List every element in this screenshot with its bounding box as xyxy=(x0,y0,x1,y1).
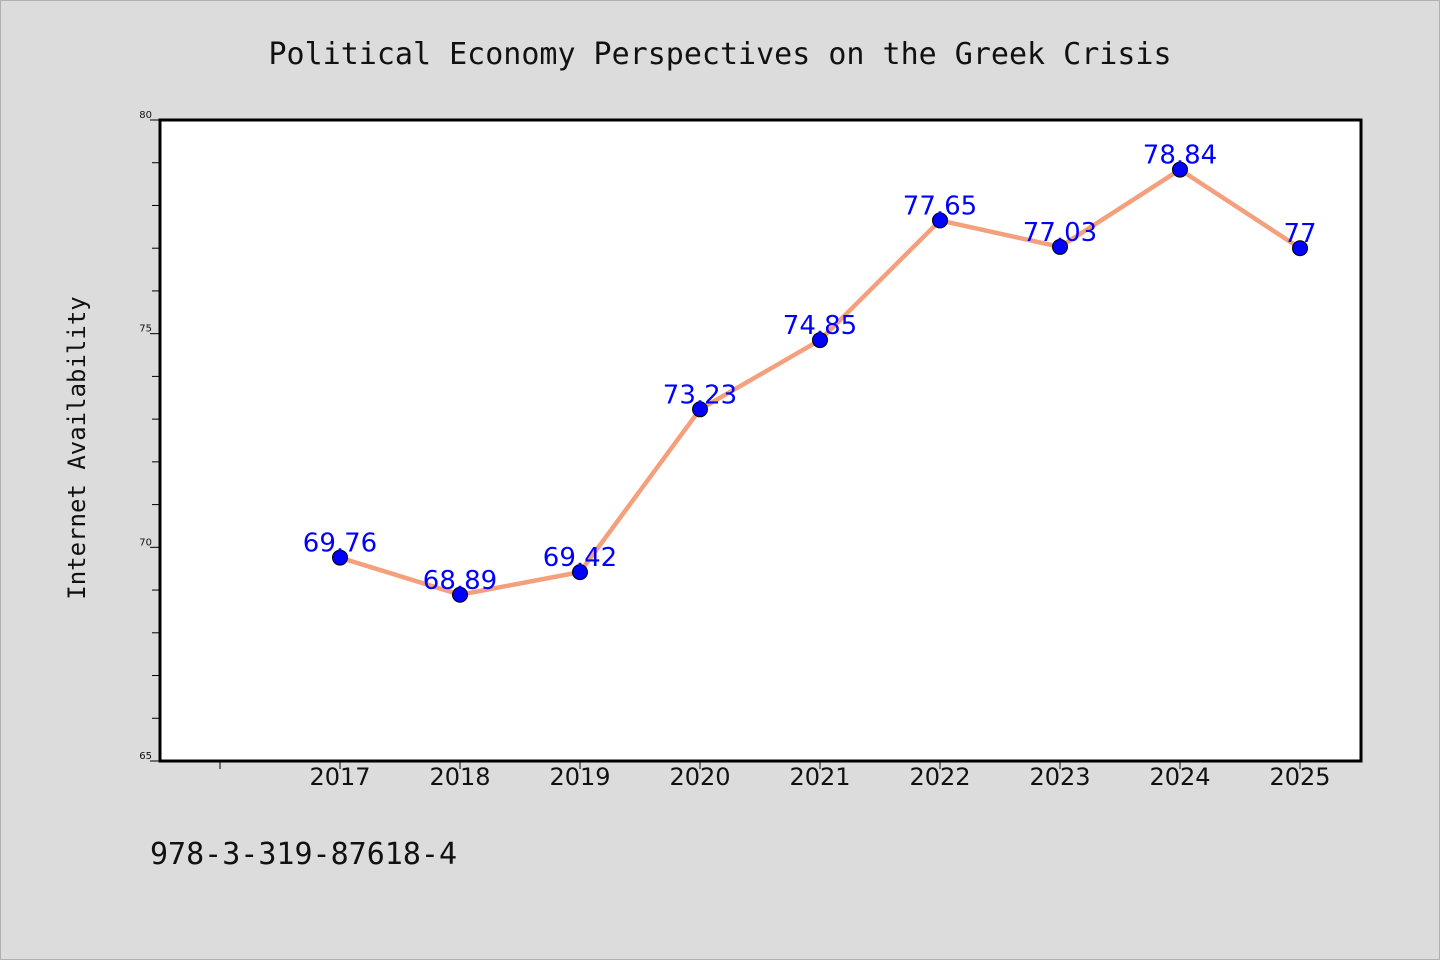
data-point xyxy=(692,401,708,418)
x-tick-label: 2024 xyxy=(1149,763,1210,791)
data-label-group: 69.76 68.89 69.42 73.23 74.85 77.65 77.03 78.84… xyxy=(303,141,1317,596)
data-point xyxy=(812,332,828,349)
data-label: 77.65 xyxy=(903,191,977,221)
marker-group xyxy=(332,161,1308,603)
data-label: 73.23 xyxy=(663,380,737,410)
isbn-text: 978-3-319-87618-4 xyxy=(150,837,457,872)
x-tick-label: 2018 xyxy=(429,763,490,791)
y-tick-label: 80 xyxy=(139,110,152,121)
x-tick-label: 2017 xyxy=(309,763,370,791)
x-tick-label: 2020 xyxy=(669,763,730,791)
y-axis-label: Internet Availability xyxy=(63,296,91,599)
data-point xyxy=(332,549,348,566)
plot-area xyxy=(158,118,1363,763)
x-axis: 2017 2018 2019 2020 2021 2022 2023 2024 2025 xyxy=(219,761,1331,791)
data-point xyxy=(1292,240,1308,257)
y-tick-label: 70 xyxy=(139,537,152,548)
data-label: 68.89 xyxy=(423,566,497,596)
x-tick-label: 2021 xyxy=(789,763,850,791)
y-tick-label: 65 xyxy=(139,751,152,762)
data-point xyxy=(452,586,468,603)
data-label: 77 xyxy=(1283,219,1316,249)
data-label: 74.85 xyxy=(783,311,857,341)
data-point xyxy=(932,212,948,229)
x-tick-label: 2022 xyxy=(909,763,970,791)
y-tick-label: 75 xyxy=(139,324,152,335)
data-label: 78.84 xyxy=(1143,141,1217,171)
data-point xyxy=(1052,238,1068,255)
x-tick-label: 2025 xyxy=(1269,763,1330,791)
data-label: 77.03 xyxy=(1023,218,1097,248)
x-tick-label: 2023 xyxy=(1029,763,1090,791)
data-point xyxy=(1172,161,1188,178)
data-point xyxy=(572,564,588,581)
data-label: 69.76 xyxy=(303,529,377,559)
x-tick-label: 2019 xyxy=(549,763,610,791)
chart-title: Political Economy Perspectives on the Gr… xyxy=(268,37,1171,72)
y-axis: 65 70 75 80 xyxy=(139,110,160,762)
data-label: 69.42 xyxy=(543,543,617,573)
